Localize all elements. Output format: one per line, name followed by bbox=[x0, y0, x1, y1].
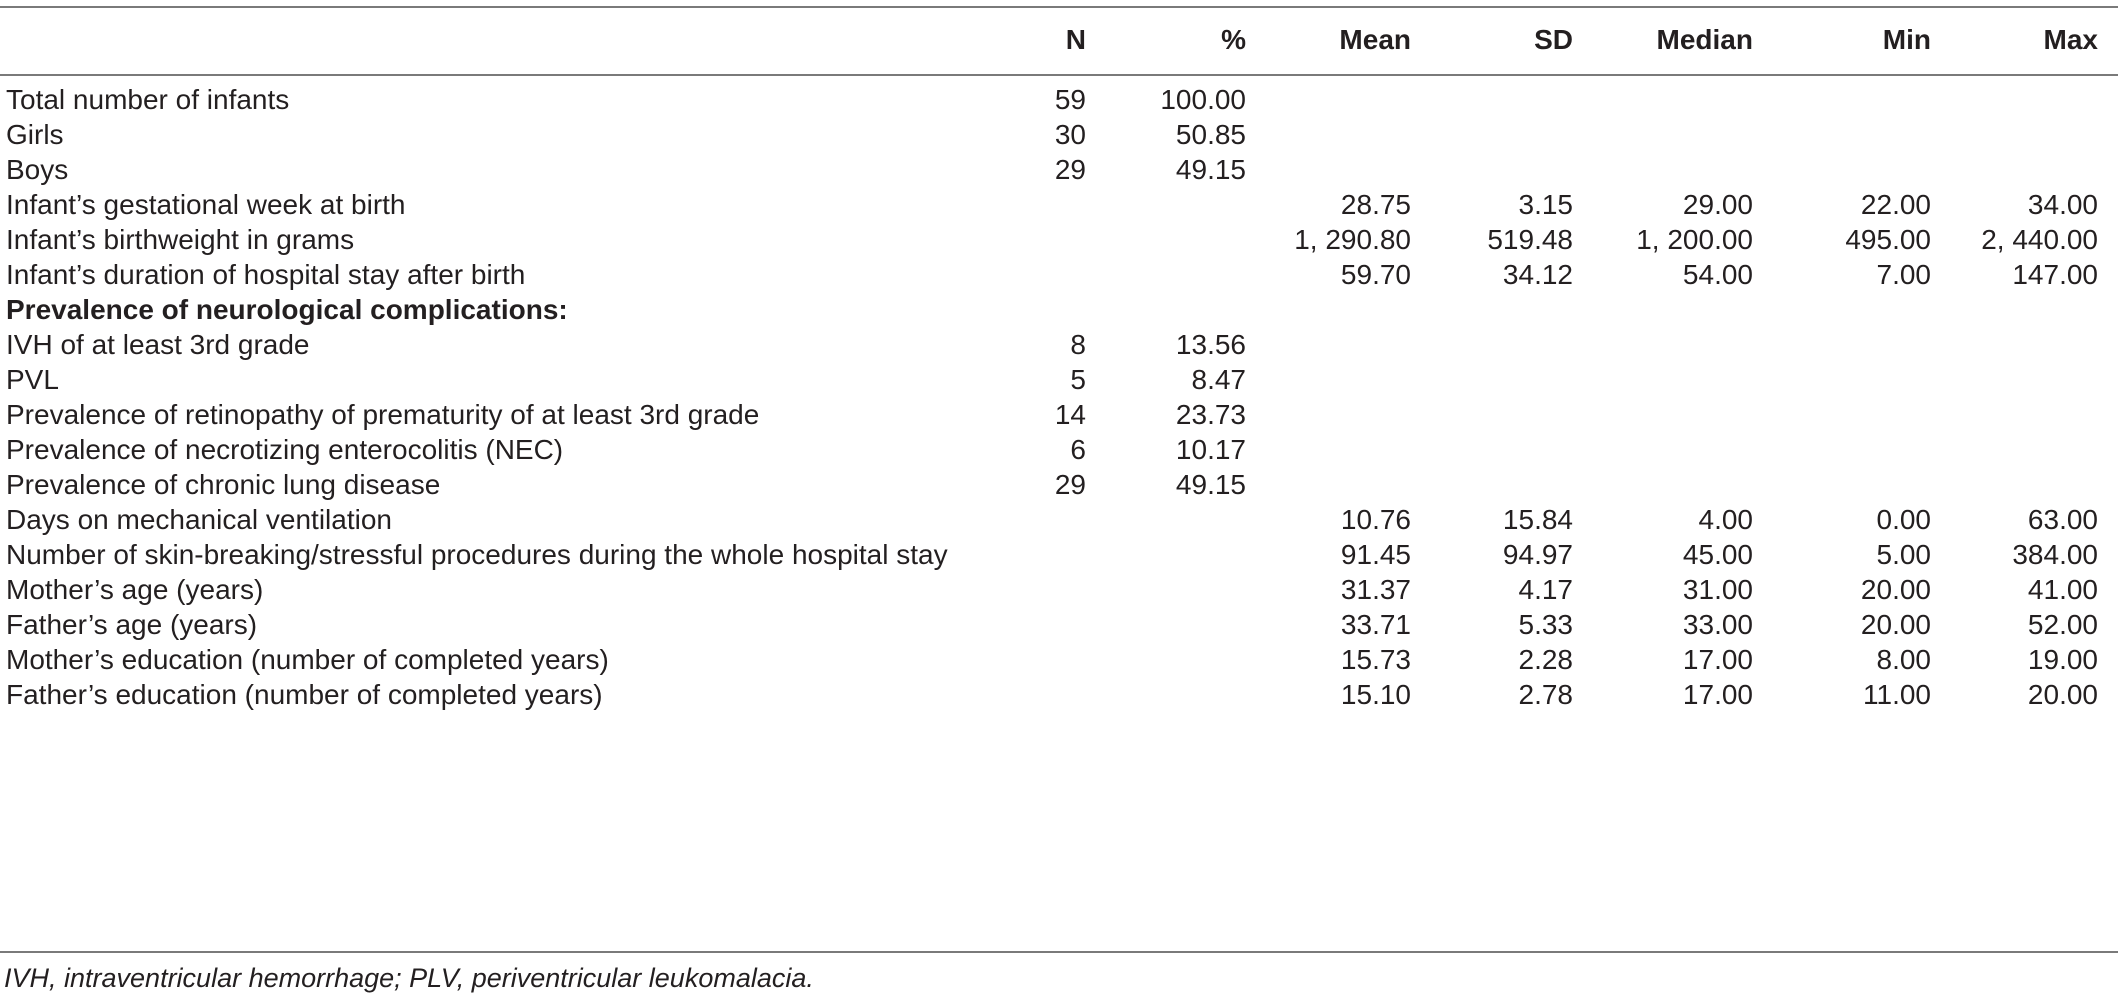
table-cell-mean: 28.75 bbox=[1340, 189, 1411, 220]
column-header-pct: % bbox=[1221, 24, 1246, 55]
table-cell-mean: 91.45 bbox=[1340, 539, 1411, 570]
table-cell-sd: 3.15 bbox=[1518, 189, 1574, 220]
table-cell-sd: 2.28 bbox=[1518, 644, 1574, 675]
table-cell-max: 52.00 bbox=[2027, 609, 2098, 640]
table-cell-N: 8 bbox=[1070, 329, 1086, 360]
table-cell-max: 19.00 bbox=[2027, 644, 2098, 675]
table-cell-N: 59 bbox=[1054, 84, 1086, 115]
column-header-min: Min bbox=[1882, 24, 1931, 55]
table-cell-median: 54.00 bbox=[1682, 259, 1753, 290]
table-cell-mean: 10.76 bbox=[1340, 504, 1411, 535]
table-cell-sd: 15.84 bbox=[1502, 504, 1573, 535]
table-cell-sd: 2.78 bbox=[1518, 679, 1574, 710]
table-cell-min: 20.00 bbox=[1860, 574, 1931, 605]
row-label: Prevalence of chronic lung disease bbox=[6, 469, 441, 500]
table-cell-mean: 33.71 bbox=[1340, 609, 1411, 640]
table-cell-sd: 5.33 bbox=[1518, 609, 1574, 640]
table-cell-median: 45.00 bbox=[1682, 539, 1753, 570]
table-cell-max: 20.00 bbox=[2027, 679, 2098, 710]
table-cell-N: 5 bbox=[1070, 364, 1086, 395]
row-label: Days on mechanical ventilation bbox=[6, 504, 392, 535]
row-label: Infant’s gestational week at birth bbox=[6, 189, 406, 220]
row-label: Mother’s education (number of completed … bbox=[6, 644, 609, 675]
table-cell-pct: 13.56 bbox=[1175, 329, 1246, 360]
table-cell-sd: 94.97 bbox=[1502, 539, 1573, 570]
table-cell-median: 17.00 bbox=[1682, 644, 1753, 675]
table-cell-N: 29 bbox=[1054, 154, 1086, 185]
table-cell-sd: 519.48 bbox=[1487, 224, 1573, 255]
table-cell-max: 2, 440.00 bbox=[1981, 224, 2098, 255]
column-header-max: Max bbox=[2043, 24, 2098, 55]
column-header-sd: SD bbox=[1534, 24, 1573, 55]
table-cell-pct: 8.47 bbox=[1191, 364, 1247, 395]
table-cell-N: 6 bbox=[1070, 434, 1086, 465]
table-cell-pct: 100.00 bbox=[1160, 84, 1246, 115]
table-cell-mean: 31.37 bbox=[1340, 574, 1411, 605]
table-cell-median: 17.00 bbox=[1682, 679, 1753, 710]
table-cell-mean: 15.10 bbox=[1340, 679, 1411, 710]
row-label: Total number of infants bbox=[6, 84, 290, 115]
table-footnote: IVH, intraventricular hemorrhage; PLV, p… bbox=[4, 963, 814, 993]
table-cell-mean: 1, 290.80 bbox=[1294, 224, 1411, 255]
column-header-mean: Mean bbox=[1339, 24, 1411, 55]
table-cell-sd: 4.17 bbox=[1518, 574, 1574, 605]
row-label: PVL bbox=[6, 364, 59, 395]
table-cell-median: 33.00 bbox=[1682, 609, 1753, 640]
table-cell-pct: 49.15 bbox=[1175, 469, 1246, 500]
row-label: Father’s age (years) bbox=[6, 609, 258, 640]
table-bottom-rule bbox=[0, 951, 2118, 953]
table-cell-median: 31.00 bbox=[1682, 574, 1753, 605]
table-cell-pct: 50.85 bbox=[1175, 119, 1246, 150]
table-cell-median: 29.00 bbox=[1682, 189, 1753, 220]
table-cell-min: 495.00 bbox=[1845, 224, 1931, 255]
section-heading: Prevalence of neurological complications… bbox=[6, 294, 568, 325]
table-cell-min: 0.00 bbox=[1876, 504, 1932, 535]
table-cell-max: 384.00 bbox=[2012, 539, 2098, 570]
table-cell-max: 41.00 bbox=[2027, 574, 2098, 605]
table-cell-pct: 23.73 bbox=[1175, 399, 1246, 430]
table-cell-min: 11.00 bbox=[1863, 679, 1931, 710]
table-cell-mean: 59.70 bbox=[1340, 259, 1411, 290]
row-label: Prevalence of retinopathy of prematurity… bbox=[6, 399, 760, 430]
table-top-rule bbox=[0, 6, 2118, 8]
row-label: Infant’s duration of hospital stay after… bbox=[6, 259, 526, 290]
row-label: Girls bbox=[6, 119, 64, 150]
column-header-median: Median bbox=[1656, 24, 1753, 55]
table-cell-median: 4.00 bbox=[1698, 504, 1754, 535]
table-cell-N: 30 bbox=[1054, 119, 1086, 150]
table-cell-max: 63.00 bbox=[2027, 504, 2098, 535]
table-cell-median: 1, 200.00 bbox=[1636, 224, 1753, 255]
table-cell-min: 20.00 bbox=[1860, 609, 1931, 640]
row-label: Number of skin-breaking/stressful proced… bbox=[6, 539, 948, 570]
table-cell-max: 147.00 bbox=[2012, 259, 2098, 290]
table-cell-max: 34.00 bbox=[2027, 189, 2098, 220]
table-cell-N: 29 bbox=[1054, 469, 1086, 500]
row-label: Father’s education (number of completed … bbox=[6, 679, 603, 710]
table-cell-mean: 15.73 bbox=[1340, 644, 1411, 675]
table-cell-min: 22.00 bbox=[1860, 189, 1931, 220]
table-cell-N: 14 bbox=[1054, 399, 1086, 430]
table-cell-pct: 10.17 bbox=[1175, 434, 1246, 465]
row-label: Mother’s age (years) bbox=[6, 574, 264, 605]
table-cell-min: 5.00 bbox=[1876, 539, 1932, 570]
table-cell-sd: 34.12 bbox=[1502, 259, 1573, 290]
table-header-rule bbox=[0, 74, 2118, 76]
row-label: Boys bbox=[6, 154, 69, 185]
column-header-N: N bbox=[1065, 24, 1086, 55]
table-cell-pct: 49.15 bbox=[1175, 154, 1246, 185]
row-label: Infant’s birthweight in grams bbox=[6, 224, 355, 255]
row-label: Prevalence of necrotizing enterocolitis … bbox=[6, 434, 564, 465]
table-cell-min: 8.00 bbox=[1876, 644, 1932, 675]
table-cell-min: 7.00 bbox=[1876, 259, 1932, 290]
row-label: IVH of at least 3rd grade bbox=[6, 329, 310, 360]
